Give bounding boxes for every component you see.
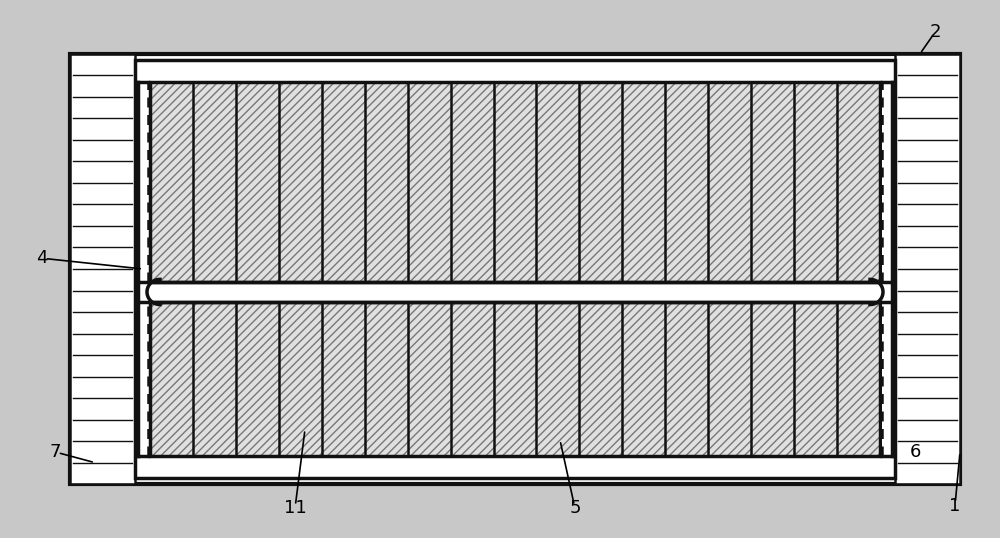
Bar xyxy=(70,54,960,484)
Text: 6: 6 xyxy=(909,443,921,461)
Text: 2: 2 xyxy=(929,23,941,41)
Text: 5: 5 xyxy=(569,499,581,518)
Text: 4: 4 xyxy=(36,249,48,267)
Text: 11: 11 xyxy=(284,499,306,518)
Bar xyxy=(150,82,880,281)
Bar xyxy=(150,82,880,281)
Bar xyxy=(150,302,880,456)
Bar xyxy=(150,281,880,302)
Bar xyxy=(895,54,960,484)
Bar xyxy=(70,54,135,484)
Bar xyxy=(138,302,148,456)
Text: 1: 1 xyxy=(949,497,961,515)
Bar xyxy=(138,82,148,281)
Bar xyxy=(135,60,895,478)
Bar xyxy=(882,82,892,281)
Bar xyxy=(882,302,892,456)
Text: 7: 7 xyxy=(49,443,61,461)
Bar xyxy=(150,302,880,456)
Bar xyxy=(150,302,880,456)
Bar xyxy=(150,82,880,281)
